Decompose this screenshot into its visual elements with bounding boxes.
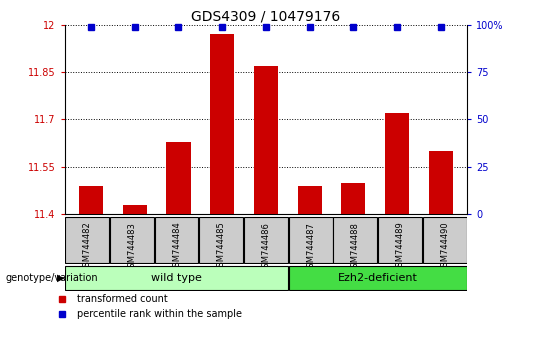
Bar xyxy=(154,217,199,263)
Bar xyxy=(289,217,333,263)
Bar xyxy=(199,217,243,263)
Bar xyxy=(341,183,366,214)
Bar xyxy=(110,217,154,263)
Text: percentile rank within the sample: percentile rank within the sample xyxy=(77,309,242,319)
Text: wild type: wild type xyxy=(151,273,202,283)
Text: GSM744490: GSM744490 xyxy=(440,222,449,272)
Text: genotype/variation: genotype/variation xyxy=(5,273,98,283)
Bar xyxy=(166,142,191,214)
Bar xyxy=(378,217,422,263)
Text: GSM744485: GSM744485 xyxy=(217,222,226,273)
Title: GDS4309 / 10479176: GDS4309 / 10479176 xyxy=(191,10,341,24)
Text: GSM744487: GSM744487 xyxy=(306,222,315,273)
Text: transformed count: transformed count xyxy=(77,295,167,304)
Text: GSM744482: GSM744482 xyxy=(83,222,92,273)
Text: Ezh2-deficient: Ezh2-deficient xyxy=(338,273,417,283)
Text: GSM744484: GSM744484 xyxy=(172,222,181,273)
Bar xyxy=(298,186,322,214)
Text: GSM744489: GSM744489 xyxy=(395,222,404,273)
Bar xyxy=(65,266,288,290)
Bar xyxy=(79,186,103,214)
Text: ▶: ▶ xyxy=(57,273,64,283)
Bar xyxy=(333,217,377,263)
Text: GSM744486: GSM744486 xyxy=(261,222,271,273)
Text: GSM744483: GSM744483 xyxy=(127,222,136,273)
Bar xyxy=(423,217,467,263)
Bar xyxy=(429,151,453,214)
Text: GSM744488: GSM744488 xyxy=(351,222,360,273)
Bar xyxy=(385,113,409,214)
Bar xyxy=(65,217,109,263)
Bar xyxy=(210,34,234,214)
Bar xyxy=(244,217,288,263)
Bar xyxy=(289,266,467,290)
Bar xyxy=(254,66,278,214)
Bar xyxy=(123,205,147,214)
